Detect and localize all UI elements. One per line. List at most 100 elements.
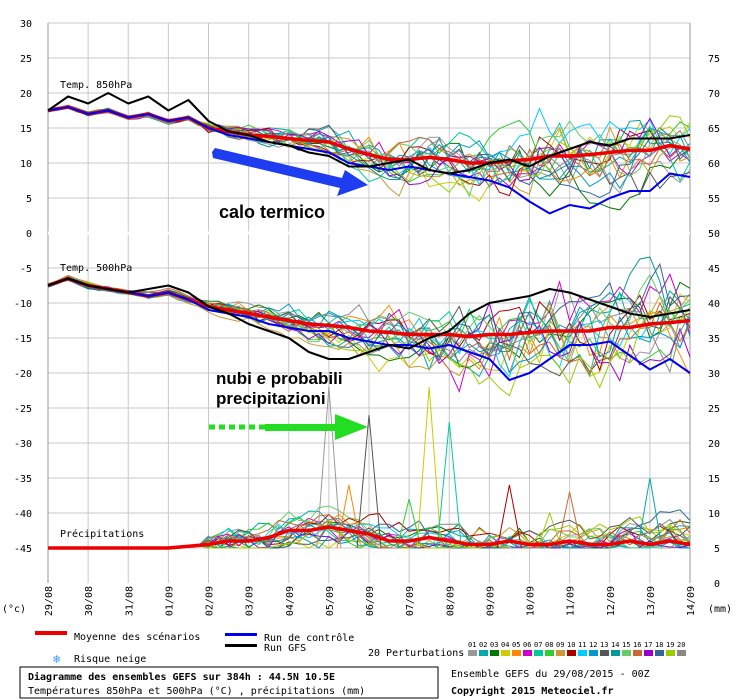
right-tick-label: 30: [708, 369, 720, 380]
perturbation-code: 10: [567, 641, 575, 649]
right-tick-label: 5: [714, 544, 720, 555]
legend-mean-label: Moyenne des scénarios: [74, 631, 200, 643]
x-tick-label: 01/09: [164, 586, 175, 616]
clouds-annotation-line1: nubi e probabili: [216, 369, 343, 388]
precip-spike: [336, 484, 362, 549]
right-tick-label: 70: [708, 89, 720, 100]
precip-spike: [416, 386, 442, 549]
legend-snow-label: Risque neige: [74, 654, 146, 665]
legend-gfs-label: Run GFS: [264, 643, 306, 654]
perturbation-code: 03: [490, 641, 498, 649]
perturbation-code: 12: [589, 641, 597, 649]
precip-spike: [396, 498, 422, 549]
right-tick-label: 0: [714, 579, 720, 590]
precip-spike: [436, 421, 462, 549]
heat-arrow: [212, 148, 368, 196]
perturbation-code: 15: [622, 641, 630, 649]
series-line-t500: [47, 277, 691, 381]
perturbation-code: 01: [468, 641, 476, 649]
perturbation-swatch: [479, 650, 488, 656]
panel-label-precip: Précipitations: [60, 528, 144, 540]
copyright: Copyright 2015 Meteociel.fr: [451, 685, 614, 697]
x-tick-label: 08/09: [445, 586, 456, 616]
x-tick-label: 14/09: [686, 586, 697, 616]
right-tick-label: 35: [708, 334, 720, 345]
perturbation-swatch: [468, 650, 477, 656]
perturbation-line: [47, 262, 691, 362]
right-tick-label: 45: [708, 264, 720, 275]
left-tick-label: 20: [20, 89, 32, 100]
legend-gfs-swatch: [225, 644, 257, 647]
left-tick-label: -30: [14, 439, 32, 450]
perturbation-code: 08: [545, 641, 553, 649]
perturbation-label: 20 Perturbations: [368, 648, 464, 659]
cloud-arrow-head: [335, 414, 368, 440]
x-tick-label: 07/09: [405, 586, 416, 616]
perturbation-swatch: [589, 650, 598, 656]
x-tick-label: 10/09: [526, 586, 537, 616]
x-tick-label: 30/08: [84, 586, 95, 616]
left-tick-label: -15: [14, 334, 32, 345]
left-tick-label: -25: [14, 404, 32, 415]
right-tick-label: 50: [708, 229, 720, 240]
x-tick-label: 31/08: [124, 586, 135, 616]
left-tick-label: -45: [14, 544, 32, 555]
x-tick-label: 13/09: [646, 586, 657, 616]
title-line2: Températures 850hPa et 500hPa (°C) , pré…: [28, 685, 365, 697]
legend-control-swatch: [225, 633, 257, 636]
perturbation-code: 14: [611, 641, 619, 649]
left-tick-label: 25: [20, 54, 32, 65]
perturbation-swatch: [523, 650, 532, 656]
left-tick-label: -10: [14, 299, 32, 310]
x-tick-label: 29/08: [44, 586, 55, 616]
right-tick-label: 20: [708, 439, 720, 450]
perturbation-code: 11: [578, 641, 586, 649]
precip-spike: [356, 414, 382, 549]
right-tick-label: 60: [708, 159, 720, 170]
perturbation-code: 18: [655, 641, 663, 649]
perturbation-swatch: [512, 650, 521, 656]
x-tick-label: 04/09: [285, 586, 296, 616]
series-line-t500: [47, 277, 691, 360]
perturbation-code: 19: [666, 641, 674, 649]
perturbation-code: 06: [523, 641, 531, 649]
clouds-annotation-line2: precipitazioni: [216, 389, 326, 408]
right-tick-label: 55: [708, 194, 720, 205]
precip-spike: [537, 511, 563, 549]
perturbation-code: 07: [534, 641, 542, 649]
perturbation-swatch: [633, 650, 642, 656]
perturbation-swatch: [644, 650, 653, 656]
perturbation-swatch: [534, 650, 543, 656]
perturbation-code: 20: [677, 641, 685, 649]
right-tick-label: 65: [708, 124, 720, 135]
left-tick-label: 15: [20, 124, 32, 135]
main-series: [47, 92, 691, 550]
perturbation-swatch: [556, 650, 565, 656]
right-tick-label: 15: [708, 474, 720, 485]
left-tick-label: -5: [20, 264, 32, 275]
x-tick-label: 02/09: [205, 586, 216, 616]
cloud-arrow-shaft: [265, 424, 337, 431]
x-tick-label: 11/09: [566, 586, 577, 616]
heat-annotation: calo termico: [219, 202, 325, 222]
perturbation-swatch: [578, 650, 587, 656]
perturbation-swatch: [600, 650, 609, 656]
perturbation-code: 16: [633, 641, 641, 649]
perturbation-legend: 01 02 03 04 05 06 07 08 09 10 11 12 13 14 15 16 17 18 19 20: [468, 641, 686, 656]
right-tick-label: 40: [708, 299, 720, 310]
x-axis-ticks: 29/08 30/08 31/08 01/09 02/09 03/09 04/09 05/09…: [44, 586, 697, 616]
title-line1: Diagramme des ensembles GEFS sur 384h : …: [28, 671, 335, 683]
perturbation-swatch: [611, 650, 620, 656]
perturbation-swatch: [567, 650, 576, 656]
left-tick-label: -40: [14, 509, 32, 520]
panel-label-t850: Temp. 850hPa: [60, 80, 132, 91]
perturbation-line: [47, 278, 691, 376]
perturbation-line: [47, 256, 691, 359]
right-unit-label: (mm): [708, 604, 732, 615]
x-tick-label: 05/09: [325, 586, 336, 616]
x-tick-label: 03/09: [245, 586, 256, 616]
perturbation-code: 04: [501, 641, 509, 649]
right-tick-label: 25: [708, 404, 720, 415]
x-tick-label: 06/09: [365, 586, 376, 616]
